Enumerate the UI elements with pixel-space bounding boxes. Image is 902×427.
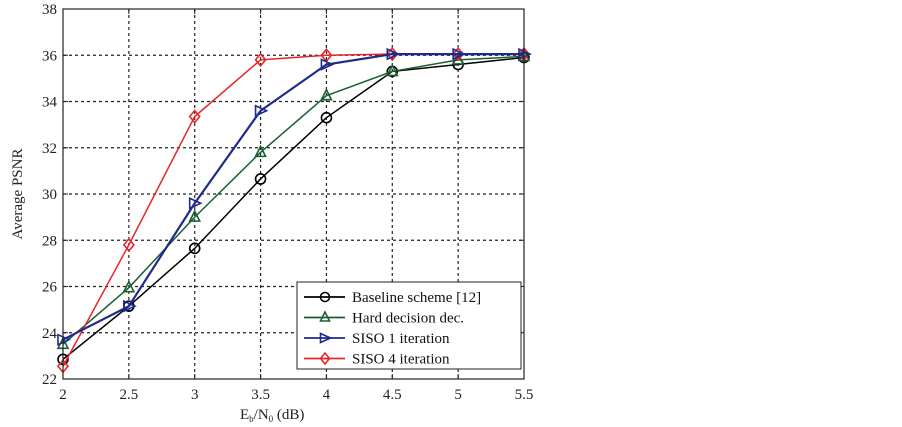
triangle-up-marker-icon [188, 209, 202, 222]
series-line [62, 56, 525, 360]
triangle-up-marker-icon [385, 63, 399, 77]
circle-marker-icon [254, 173, 267, 185]
x-tick-label: 5.5 [515, 387, 534, 403]
y-tick-label: 34 [42, 95, 58, 111]
axis-ticks: 2 2.5 3 3.5 4 4.5 5 5.5 22 24 26 28 30 32 34 36 38 [42, 2, 533, 403]
diamond-marker-icon [122, 237, 135, 253]
triangle-right-marker-icon [123, 299, 137, 313]
triangle-up-marker-icon [319, 310, 331, 322]
series-line [62, 55, 525, 345]
series-siso-1-iteration [57, 47, 532, 346]
x-tick-label: 5 [454, 387, 462, 403]
x-tick-label: 2 [59, 387, 67, 403]
triangle-up-marker-icon [254, 144, 267, 158]
x-tick-label: 4.5 [383, 387, 402, 403]
triangle-up-marker-icon [122, 279, 136, 293]
y-tick-label: 24 [42, 326, 58, 342]
circle-marker-icon [320, 111, 333, 124]
y-tick-label: 38 [42, 2, 57, 18]
diamond-marker-icon [319, 351, 331, 366]
triangle-up-marker-icon [320, 87, 333, 101]
y-tick-label: 28 [42, 233, 57, 249]
diamond-marker-icon [254, 52, 267, 68]
legend-item: SISO 4 iteration [304, 352, 450, 368]
diamond-marker-icon [188, 109, 201, 124]
legend-item: Baseline scheme [12] [304, 290, 481, 306]
triangle-right-marker-icon [254, 104, 269, 117]
legend-label: Hard decision dec. [352, 311, 464, 327]
circle-marker-icon [319, 291, 331, 303]
triangle-up-marker-icon [451, 52, 465, 65]
circle-marker-icon [188, 242, 201, 255]
y-tick-label: 32 [42, 141, 57, 157]
x-axis-label: Eb/N0 (dB) [240, 407, 304, 424]
x-tick-label: 3 [191, 387, 199, 403]
legend-label: Baseline scheme [12] [352, 290, 481, 306]
triangle-right-marker-icon [320, 58, 335, 71]
legend-item: Hard decision dec. [304, 310, 464, 327]
y-tick-label: 36 [42, 48, 58, 64]
x-tick-label: 4 [323, 387, 331, 403]
legend: Baseline scheme [12] Hard decision dec. SI… [296, 281, 522, 370]
triangle-right-marker-icon [188, 197, 203, 210]
y-axis-label: Average PSNR [10, 149, 26, 240]
triangle-right-marker-icon [386, 47, 401, 61]
y-tick-label: 30 [42, 187, 57, 203]
y-tick-label: 22 [42, 372, 57, 388]
y-tick-label: 26 [42, 280, 58, 296]
triangle-right-marker-icon [452, 47, 467, 61]
triangle-right-marker-icon [319, 332, 333, 344]
x-tick-label: 3.5 [251, 387, 270, 403]
series-line [62, 52, 524, 341]
legend-item: SISO 1 iteration [304, 331, 450, 347]
legend-label: SISO 4 iteration [352, 352, 450, 368]
x-tick-label: 2.5 [119, 387, 138, 403]
legend-label: SISO 1 iteration [352, 331, 450, 347]
